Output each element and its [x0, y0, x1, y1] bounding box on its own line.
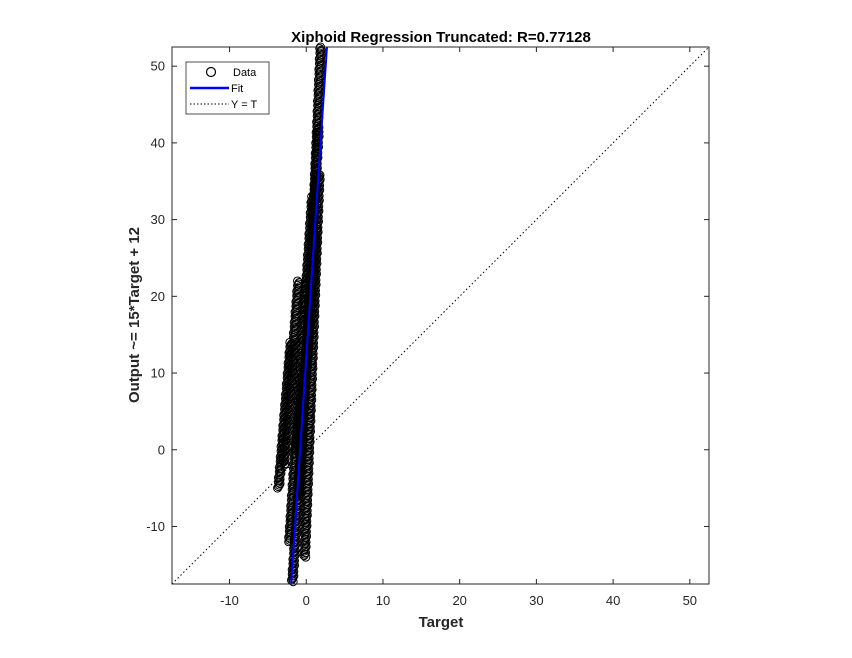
y-tick-label: 50 [151, 59, 165, 74]
legend: Data Fit Y = T [185, 61, 270, 115]
y-tick-label: 10 [151, 366, 165, 381]
fit-line [290, 46, 328, 585]
x-tick-label: 40 [606, 593, 620, 608]
x-tick-label: 0 [303, 593, 310, 608]
x-tick-label: 30 [529, 593, 543, 608]
x-tick-label: -10 [220, 593, 239, 608]
x-tick-label: 10 [376, 593, 390, 608]
chart-title: Xiphoid Regression Truncated: R=0.77128 [291, 29, 591, 46]
identity-line [171, 46, 710, 585]
y-tick-label: 0 [158, 442, 165, 457]
fit-line-layer [290, 46, 328, 585]
x-axis-ticks: -10 0 10 20 30 40 50 [220, 47, 697, 608]
legend-fit-label: Fit [231, 83, 243, 95]
y-tick-label: 30 [151, 212, 165, 227]
data-point [315, 43, 325, 53]
plot-area [171, 42, 710, 587]
x-tick-label: 50 [683, 593, 697, 608]
y-tick-label: 40 [151, 135, 165, 150]
legend-data-label: Data [233, 67, 257, 79]
data-layer [273, 42, 327, 587]
y-tick-label: -10 [146, 519, 165, 534]
data-point [306, 307, 316, 317]
y-axis-ticks: -10 0 10 20 30 40 50 [146, 59, 709, 534]
identity-line-layer [171, 46, 710, 585]
legend-data-marker-icon [205, 66, 217, 78]
y-tick-label: 20 [151, 289, 165, 304]
x-axis-label: Target [419, 614, 464, 631]
legend-identity-label: Y = T [231, 99, 257, 111]
x-tick-label: 20 [452, 593, 466, 608]
data-point [293, 276, 303, 286]
axes-box [171, 46, 710, 585]
y-axis-label: Output ~= 15*Target + 12 [126, 227, 143, 403]
